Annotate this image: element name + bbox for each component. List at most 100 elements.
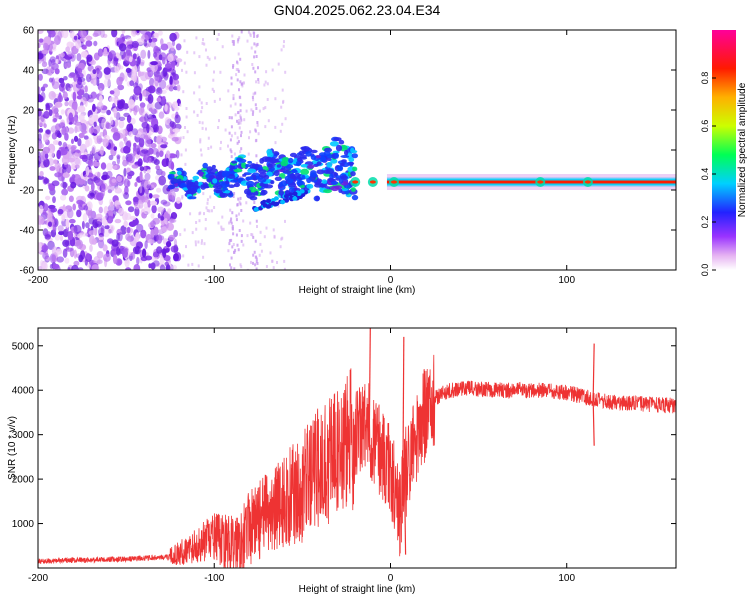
- noise-speck: [189, 212, 192, 216]
- x-tick-label: -200: [28, 573, 48, 584]
- noise-speck: [265, 70, 268, 74]
- noise-speck: [195, 227, 198, 231]
- noise-blob: [141, 148, 149, 154]
- noise-blob: [167, 53, 174, 63]
- noise-blob: [74, 157, 82, 167]
- noise-speck: [212, 78, 215, 82]
- noise-blob: [72, 152, 79, 160]
- noise-blob: [135, 153, 141, 160]
- noise-speck: [199, 148, 202, 152]
- noise-blob: [91, 238, 97, 245]
- noise-blob: [48, 149, 55, 159]
- band-blob: [274, 176, 282, 181]
- noise-blob: [43, 123, 47, 129]
- noise-blob: [152, 194, 160, 199]
- noise-blob: [123, 192, 129, 200]
- noise-streak: [231, 211, 234, 215]
- noise-speck: [239, 150, 242, 154]
- band-blob: [176, 170, 182, 175]
- noise-blob: [102, 51, 109, 57]
- noise-blob: [98, 227, 105, 237]
- noise-blob: [116, 76, 123, 86]
- noise-speck: [183, 228, 186, 232]
- snr-panel: -200 -100 0 100 1000 2000 3000 4000 5000 Height …: [7, 327, 677, 595]
- colorbar-tick-label: 0.6: [700, 120, 710, 133]
- noise-speck: [222, 178, 225, 182]
- noise-streak: [257, 78, 260, 81]
- noise-blob: [112, 161, 117, 166]
- noise-streak: [235, 214, 238, 218]
- noise-speck: [276, 261, 278, 264]
- band-blob: [321, 179, 328, 184]
- noise-speck: [251, 63, 254, 66]
- noise-blob: [73, 35, 78, 41]
- noise-blob: [84, 185, 90, 192]
- noise-streak: [255, 219, 258, 223]
- noise-blob: [139, 171, 143, 181]
- noise-streak: [233, 192, 236, 195]
- noise-speck: [219, 97, 221, 101]
- band-blob: [258, 169, 267, 174]
- noise-speck: [248, 136, 250, 140]
- noise-streak: [252, 66, 255, 70]
- noise-blob: [62, 91, 68, 100]
- noise-streak: [255, 257, 258, 261]
- noise-speck: [250, 233, 253, 236]
- noise-streak: [230, 238, 233, 242]
- noise-blob: [90, 59, 96, 65]
- noise-blob: [108, 154, 114, 161]
- noise-speck: [205, 63, 208, 67]
- y-tick-label: 20: [23, 106, 35, 117]
- noise-speck: [205, 48, 207, 52]
- noise-blob: [97, 48, 104, 57]
- noise-blob: [160, 38, 164, 46]
- band-blob: [306, 183, 314, 189]
- noise-speck: [238, 200, 241, 204]
- colorbar: [712, 30, 736, 270]
- noise-blob: [148, 38, 152, 43]
- noise-streak: [251, 112, 254, 116]
- noise-blob: [131, 128, 139, 136]
- noise-speck: [182, 254, 185, 258]
- band-blob: [352, 166, 358, 172]
- noise-blob: [172, 73, 179, 81]
- noise-speck: [229, 104, 232, 108]
- noise-speck: [220, 227, 223, 231]
- noise-blob: [114, 218, 122, 224]
- noise-speck: [210, 145, 213, 149]
- noise-blob: [82, 213, 88, 223]
- noise-blob: [93, 40, 98, 47]
- noise-speck: [224, 128, 227, 132]
- noise-blob: [81, 220, 85, 230]
- noise-speck: [204, 218, 207, 221]
- x-tick-label: 100: [558, 573, 575, 584]
- band-blob: [338, 139, 345, 145]
- noise-blob: [156, 134, 163, 141]
- band-blob: [351, 150, 358, 154]
- colorbar-tick-label: 0.4: [700, 168, 710, 181]
- noise-blob: [55, 58, 59, 64]
- noise-blob: [124, 258, 130, 268]
- noise-streak: [240, 134, 242, 138]
- noise-blob: [139, 92, 143, 102]
- noise-blob: [113, 146, 118, 152]
- noise-blob: [43, 178, 50, 184]
- noise-speck: [200, 241, 203, 245]
- band-blob: [233, 168, 243, 173]
- noise-blob: [140, 115, 146, 123]
- noise-blob: [112, 88, 120, 98]
- band-blob: [329, 173, 334, 180]
- noise-speck: [263, 235, 266, 239]
- noise-speck: [259, 242, 262, 246]
- noise-speck: [200, 110, 203, 114]
- noise-speck: [256, 225, 258, 228]
- noise-blob: [61, 125, 67, 136]
- noise-blob: [120, 33, 125, 43]
- noise-streak: [230, 82, 233, 86]
- noise-blob: [110, 127, 119, 133]
- noise-blob: [151, 147, 159, 155]
- noise-blob: [114, 66, 120, 73]
- band-blob: [169, 184, 176, 189]
- noise-speck: [208, 209, 211, 213]
- noise-streak: [230, 125, 233, 129]
